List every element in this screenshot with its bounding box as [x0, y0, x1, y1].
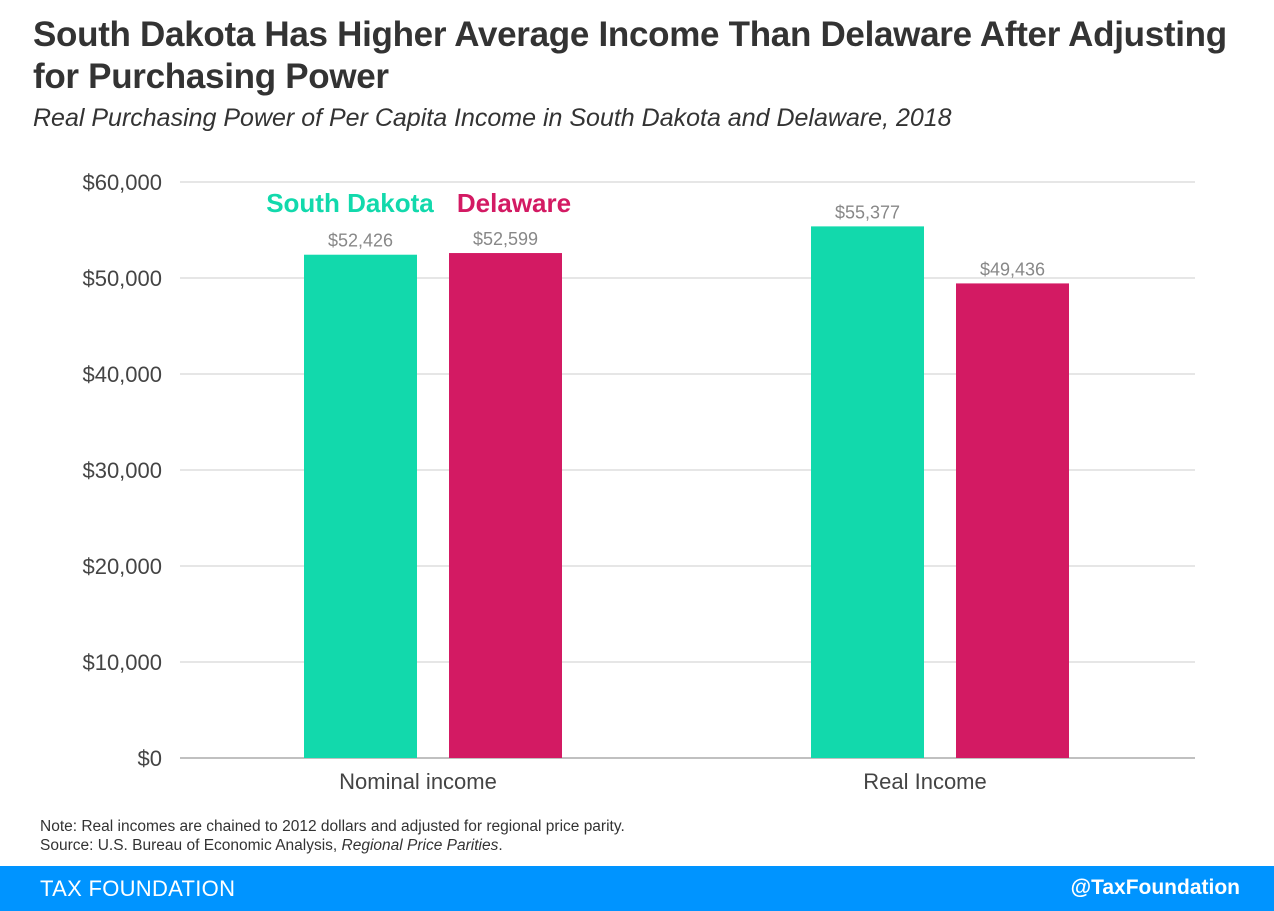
- bar: [449, 253, 562, 758]
- source-text: Source: U.S. Bureau of Economic Analysis…: [40, 837, 503, 854]
- data-label: $52,599: [473, 229, 538, 249]
- chart-subtitle: Real Purchasing Power of Per Capita Inco…: [33, 104, 952, 132]
- y-tick-label: $50,000: [82, 266, 162, 291]
- x-tick-label: Nominal income: [339, 769, 497, 794]
- bar: [304, 254, 417, 759]
- data-label: $55,377: [835, 202, 900, 222]
- chart-title: South Dakota Has Higher Average Income T…: [33, 15, 1227, 96]
- y-tick-label: $20,000: [82, 554, 162, 579]
- chart-notes: Note: Real incomes are chained to 2012 d…: [40, 817, 625, 855]
- y-tick-label: $10,000: [82, 650, 162, 675]
- note-text: Note: Real incomes are chained to 2012 d…: [40, 818, 625, 835]
- x-tick-label: Real Income: [863, 769, 987, 794]
- footer-bar: TAX FOUNDATION @TaxFoundation: [0, 866, 1274, 911]
- y-tick-label: $40,000: [82, 362, 162, 387]
- source-title: Regional Price Parities: [341, 837, 499, 854]
- legend-label: South Dakota: [266, 188, 434, 218]
- data-label: $52,426: [328, 231, 393, 251]
- y-tick-label: $0: [138, 746, 162, 771]
- y-tick-label: $30,000: [82, 458, 162, 483]
- data-label: $49,436: [980, 259, 1045, 279]
- y-tick-label: $60,000: [82, 170, 162, 195]
- bar: [956, 283, 1069, 758]
- bar-chart: $0 $10,000 $20,000 $30,000 $40,000 $50,000 $60…: [82, 170, 1195, 794]
- bar: [811, 226, 924, 758]
- footer-brand: TAX FOUNDATION: [40, 876, 236, 901]
- footer-handle: @TaxFoundation: [1070, 876, 1240, 899]
- legend-label: Delaware: [457, 188, 571, 218]
